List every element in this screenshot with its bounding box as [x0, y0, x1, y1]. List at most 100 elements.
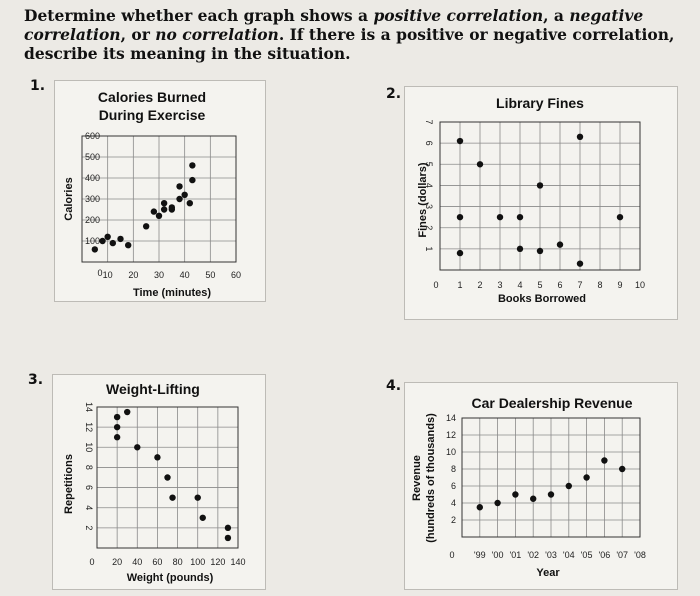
- data-point: [547, 491, 555, 498]
- origin-label: 0: [449, 550, 454, 560]
- x-tick-label: 100: [190, 557, 205, 567]
- x-tick-label: 7: [577, 280, 582, 290]
- data-point: [176, 183, 183, 190]
- data-point: [142, 223, 150, 230]
- y-tick-label: 10: [446, 447, 456, 457]
- x-tick-label: '02: [527, 550, 539, 560]
- chart-car-revenue: [461, 417, 641, 538]
- data-point: [125, 242, 132, 249]
- data-point: [456, 213, 464, 221]
- data-point: [576, 260, 584, 267]
- data-point: [619, 465, 626, 473]
- plot-frame: [439, 121, 641, 271]
- x-tick-label: 4: [517, 280, 522, 290]
- data-point: [476, 504, 483, 511]
- problem-number-3: 3.: [28, 372, 44, 388]
- x-tick-label: 5: [537, 280, 542, 290]
- x-tick-label: 20: [112, 557, 122, 567]
- chart-title: Weight-Lifting: [106, 381, 200, 397]
- data-point: [516, 213, 524, 221]
- y-axis-label: Repetitions: [63, 454, 75, 514]
- plot-frame: [96, 406, 239, 549]
- data-point: [199, 514, 206, 521]
- data-point: [516, 245, 524, 253]
- data-point: [160, 200, 168, 207]
- y-tick-label: 12: [446, 430, 456, 440]
- x-tick-label: 10: [635, 280, 645, 290]
- data-point: [104, 233, 111, 240]
- x-tick-label: 8: [597, 280, 602, 290]
- y-tick-label: 2: [84, 525, 94, 530]
- chart-panel-weight-lifting: [52, 374, 266, 590]
- x-tick-label: 120: [210, 557, 225, 567]
- x-tick-label: 3: [497, 280, 502, 290]
- data-point: [186, 200, 193, 207]
- data-point: [476, 161, 484, 168]
- origin-label: 0: [89, 557, 94, 567]
- y-tick-label: 5: [424, 162, 434, 167]
- y-tick-label: 14: [84, 402, 94, 412]
- chart-panel-library-fines: [404, 86, 678, 320]
- plot-frame: [461, 417, 641, 538]
- x-tick-label: 20: [128, 270, 138, 280]
- x-tick-label: 60: [152, 557, 162, 567]
- y-tick-label: 4: [451, 498, 456, 508]
- x-tick-label: 40: [132, 557, 142, 567]
- y-tick-label: 4: [84, 505, 94, 510]
- data-point: [109, 239, 117, 247]
- y-axis-label: (hundreds of thousands): [425, 413, 437, 543]
- data-point: [456, 137, 464, 145]
- origin-label: 0: [433, 280, 438, 290]
- term-none: no correlation: [155, 25, 279, 44]
- data-point: [194, 494, 201, 501]
- data-point: [155, 212, 163, 219]
- y-axis-label: Revenue: [411, 455, 423, 501]
- data-point: [536, 182, 544, 189]
- y-tick-label: 8: [451, 464, 456, 474]
- instructions: Determine whether each graph shows a pos…: [24, 6, 675, 63]
- y-tick-label: 14: [446, 413, 456, 423]
- x-tick-label: 40: [180, 270, 190, 280]
- plot-frame: [81, 135, 237, 263]
- data-point: [576, 133, 584, 140]
- x-axis-label: Time (minutes): [133, 287, 211, 299]
- term-negative: negative correlation: [24, 6, 644, 44]
- y-tick-label: 500: [85, 152, 100, 162]
- data-point: [530, 495, 537, 502]
- x-tick-label: 60: [231, 270, 241, 280]
- data-point: [113, 434, 121, 441]
- x-axis-label: Weight (pounds): [127, 572, 214, 584]
- x-tick-label: '08: [634, 550, 646, 560]
- data-point: [176, 195, 183, 203]
- y-tick-label: 8: [84, 465, 94, 470]
- y-tick-label: 4: [424, 183, 434, 188]
- data-point: [99, 237, 106, 245]
- data-point: [91, 246, 99, 253]
- data-point: [616, 213, 624, 221]
- data-point: [113, 413, 121, 421]
- data-point: [150, 208, 158, 215]
- y-tick-label: 600: [85, 131, 100, 141]
- y-tick-label: 1: [424, 246, 434, 251]
- y-tick-label: 6: [451, 481, 456, 491]
- chart-title: Library Fines: [496, 95, 584, 111]
- chart-panel-calories: [54, 80, 266, 302]
- x-tick-label: '00: [492, 550, 504, 560]
- data-point: [181, 191, 188, 198]
- x-tick-label: '01: [510, 550, 522, 560]
- chart-weight-lifting: [96, 406, 239, 549]
- data-point: [189, 162, 196, 169]
- y-axis-label: Calories: [63, 177, 75, 220]
- data-point: [117, 235, 124, 243]
- y-tick-label: 12: [84, 422, 94, 432]
- x-tick-label: 50: [205, 270, 215, 280]
- data-point: [224, 524, 232, 532]
- x-tick-label: '07: [616, 550, 628, 560]
- y-tick-label: 2: [424, 225, 434, 230]
- data-point: [512, 491, 519, 498]
- problem-number-2: 2.: [386, 86, 402, 102]
- x-tick-label: 30: [154, 270, 164, 280]
- problem-number-1: 1.: [30, 78, 46, 94]
- data-point: [583, 474, 590, 481]
- data-point: [494, 499, 501, 507]
